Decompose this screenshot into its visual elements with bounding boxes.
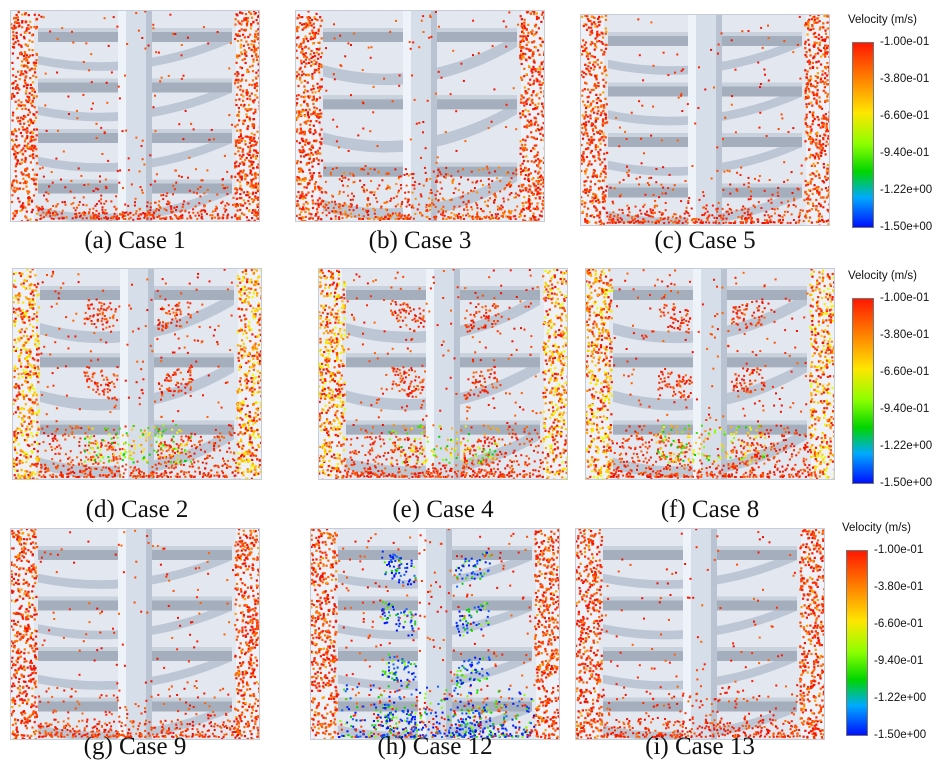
caption-case-3: (b) Case 3	[368, 227, 472, 254]
mixer-render	[12, 268, 262, 480]
caption-case-13: (i) Case 13	[645, 733, 755, 760]
caption-case-9: (g) Case 9	[83, 733, 187, 760]
panel-case-8	[585, 268, 835, 480]
legend-tick: -3.80e-01	[880, 329, 930, 341]
legend-tick: -6.60e-01	[880, 110, 930, 122]
panel-case-13	[575, 528, 825, 740]
legend-title: Velocity (m/s)	[848, 14, 918, 26]
legend-tick: -1.50e+00	[880, 477, 933, 489]
legend-tick: -1.22e+00	[874, 692, 927, 704]
caption-case-4: (e) Case 4	[392, 496, 494, 523]
legend-tick: -1.22e+00	[880, 440, 933, 452]
legend-title: Velocity (m/s)	[848, 270, 918, 282]
mixer-render	[580, 14, 830, 226]
panel-case-3	[295, 10, 545, 222]
panel-case-2	[12, 268, 262, 480]
panel-case-9	[10, 528, 260, 740]
mixer-render	[10, 10, 260, 222]
legend-tick: -1.50e+00	[880, 221, 933, 233]
legend-tick: -1.00e-01	[874, 544, 924, 556]
panel-case-12	[310, 528, 560, 740]
mixer-render	[585, 268, 835, 480]
legend-tick: -3.80e-01	[874, 581, 924, 593]
mixer-render	[310, 528, 560, 740]
legend-tick: -9.40e-01	[874, 655, 924, 667]
legend-tick: -9.40e-01	[880, 147, 930, 159]
velocity-legend-3: Velocity (m/s) -1.00e-01 -3.80e-01 -6.60…	[842, 522, 950, 752]
mixer-render	[295, 10, 545, 222]
legend-colorbar	[852, 42, 874, 228]
legend-tick: -6.60e-01	[880, 366, 930, 378]
legend-colorbar	[846, 550, 868, 736]
mixer-render	[10, 528, 260, 740]
legend-tick: -3.80e-01	[880, 73, 930, 85]
caption-case-12: (h) Case 12	[377, 733, 493, 760]
caption-case-1: (a) Case 1	[84, 227, 186, 254]
panel-case-5	[580, 14, 830, 226]
legend-tick: -9.40e-01	[880, 403, 930, 415]
velocity-legend-1: Velocity (m/s) -1.00e-01 -3.80e-01 -6.60…	[848, 14, 950, 244]
legend-tick: -1.00e-01	[880, 292, 930, 304]
panel-case-4	[318, 268, 568, 480]
caption-case-2: (d) Case 2	[85, 496, 189, 523]
velocity-legend-2: Velocity (m/s) -1.00e-01 -3.80e-01 -6.60…	[848, 270, 950, 500]
caption-case-8: (f) Case 8	[660, 496, 760, 523]
legend-tick: -6.60e-01	[874, 618, 924, 630]
legend-title: Velocity (m/s)	[842, 522, 912, 534]
legend-tick: -1.00e-01	[880, 36, 930, 48]
mixer-render	[575, 528, 825, 740]
panel-case-1	[10, 10, 260, 222]
legend-tick: -1.50e+00	[874, 729, 927, 741]
mixer-render	[318, 268, 568, 480]
legend-tick: -1.22e+00	[880, 184, 933, 196]
legend-colorbar	[852, 298, 874, 484]
caption-case-5: (c) Case 5	[654, 227, 756, 254]
